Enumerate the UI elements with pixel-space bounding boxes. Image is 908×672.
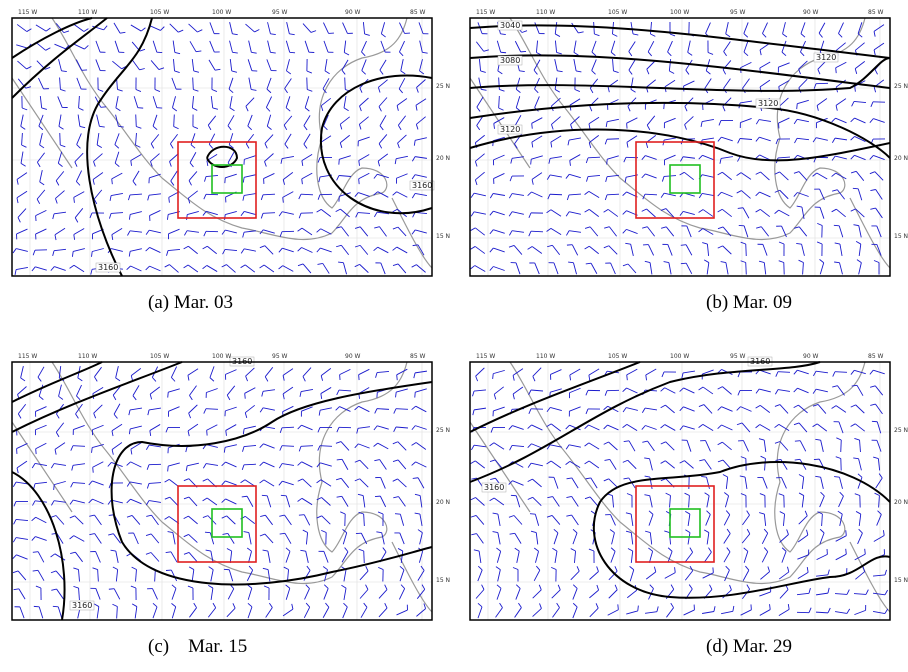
barb-shaft (301, 446, 313, 447)
lon-label: 90 W (803, 9, 819, 16)
lon-label: 100 W (670, 353, 689, 360)
lon-label: 110 W (536, 9, 555, 16)
barb-shaft (746, 244, 747, 256)
barb-shaft (550, 194, 562, 195)
lon-label: 85 W (410, 353, 426, 360)
lon-label: 105 W (608, 353, 627, 360)
lon-label: 95 W (730, 9, 746, 16)
lon-label: 100 W (670, 9, 689, 16)
barb-shaft (263, 213, 275, 214)
lat-label: 20 N (436, 499, 450, 506)
barb-shaft (282, 446, 294, 447)
barb-shaft (531, 231, 543, 232)
barb-shaft (841, 440, 842, 452)
contour-label: 3120 (500, 125, 520, 134)
contour-label: 3080 (500, 56, 520, 65)
lat-label: 25 N (894, 427, 908, 434)
contour-label: 3160 (412, 181, 432, 190)
lon-label: 95 W (730, 353, 746, 360)
barb-shaft (206, 409, 218, 410)
barb-shaft (396, 409, 408, 410)
lon-label: 105 W (150, 9, 169, 16)
barb-shaft (244, 464, 256, 465)
barb-shaft (193, 78, 194, 90)
caption: (d) Mar. 29 (706, 636, 792, 657)
lon-label: 105 W (150, 353, 169, 360)
lat-label: 15 N (436, 577, 450, 584)
caption: (b) Mar. 09 (706, 292, 792, 313)
lon-label: 105 W (608, 9, 627, 16)
contour-label: 3160 (72, 601, 92, 610)
contour-label: 3160 (484, 483, 504, 492)
lon-label: 115 W (18, 353, 37, 360)
barb-shaft (364, 551, 365, 563)
lat-label: 25 N (436, 427, 450, 434)
lat-label: 20 N (894, 155, 908, 162)
contour-label: 3120 (816, 53, 836, 62)
lon-label: 85 W (410, 9, 426, 16)
barb-shaft (73, 446, 85, 447)
caption: (c) Mar. 15 (148, 636, 247, 657)
lat-label: 25 N (894, 83, 908, 90)
map-panel: 31603160115 W110 W105 W100 W95 W90 W85 W… (12, 353, 450, 620)
lon-label: 115 W (476, 9, 495, 16)
lat-label: 15 N (894, 577, 908, 584)
lat-label: 20 N (894, 499, 908, 506)
lon-label: 100 W (212, 353, 231, 360)
caption: (a) Mar. 03 (148, 292, 233, 313)
lon-label: 90 W (345, 353, 361, 360)
barb-shaft (345, 78, 346, 90)
lon-label: 115 W (476, 353, 495, 360)
lon-label: 100 W (212, 9, 231, 16)
contour-label: 3120 (758, 99, 778, 108)
lon-label: 90 W (345, 9, 361, 16)
lon-label: 110 W (536, 353, 555, 360)
contour-label: 3160 (98, 263, 118, 272)
map-panel: 31603160115 W110 W105 W100 W95 W90 W85 W… (470, 353, 908, 620)
lat-label: 15 N (894, 233, 908, 240)
barb-shaft (301, 194, 313, 195)
lon-label: 110 W (78, 353, 97, 360)
lon-label: 90 W (803, 353, 819, 360)
contour-label: 3040 (500, 21, 520, 30)
lat-label: 25 N (436, 83, 450, 90)
map-panel: 3040 3080 3120 3120 3120 115 W 110 W 105 W 100 W… (470, 9, 908, 276)
barb-shaft (746, 263, 747, 275)
barb-shaft (136, 115, 137, 127)
lon-label: 95 W (272, 353, 288, 360)
lat-label: 15 N (436, 233, 450, 240)
lon-label: 110 W (78, 9, 97, 16)
lon-label: 85 W (868, 9, 884, 16)
barb-shaft (645, 194, 657, 195)
map-panel: 3160 3160 115 W 110 W 105 W 100 W 95 W 90 W 85 W… (12, 9, 450, 276)
barb-shaft (174, 115, 175, 127)
barb-shaft (778, 372, 790, 373)
lon-label: 115 W (18, 9, 37, 16)
lon-label: 95 W (272, 9, 288, 16)
barb-shaft (282, 427, 294, 428)
lon-label: 85 W (868, 353, 884, 360)
lat-label: 20 N (436, 155, 450, 162)
